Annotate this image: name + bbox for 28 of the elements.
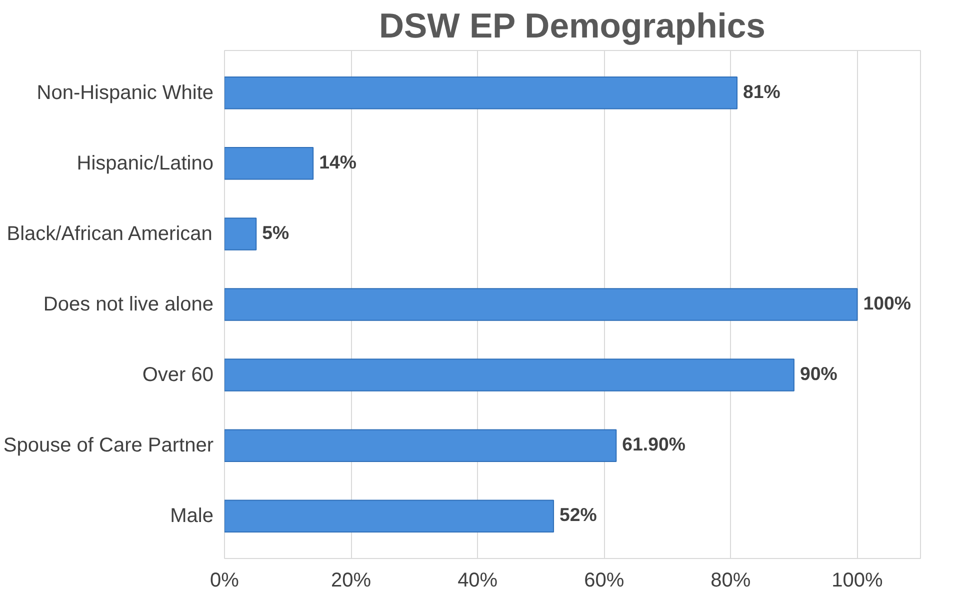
x-tick-label: 40% xyxy=(458,570,498,592)
x-tick-label: 0% xyxy=(210,570,240,592)
y-tick-label: Does not live alone xyxy=(43,294,214,316)
bar xyxy=(224,358,794,392)
y-tick-label: Male xyxy=(170,505,214,528)
y-tick-label: Non-Hispanic White xyxy=(36,82,214,104)
data-label: 52% xyxy=(560,504,598,526)
x-tick-label: 100% xyxy=(832,570,884,592)
bar xyxy=(224,218,257,250)
bar xyxy=(224,429,617,462)
chart-title: DSW EP Demographics xyxy=(378,8,766,46)
data-label: 81% xyxy=(743,80,781,102)
bar xyxy=(224,76,738,110)
y-tick-label: Over 60 xyxy=(142,364,214,386)
bar xyxy=(224,288,858,321)
data-label: 5% xyxy=(262,222,290,243)
x-tick-label: 20% xyxy=(331,570,372,592)
data-label: 100% xyxy=(863,292,912,314)
data-label: 14% xyxy=(319,151,357,172)
x-tick-label: 80% xyxy=(710,570,751,592)
bar xyxy=(224,147,314,180)
y-tick-label: Black/African American xyxy=(6,222,212,245)
bar xyxy=(224,500,554,533)
data-label: 61.90% xyxy=(622,434,686,455)
y-tick-label: Hispanic/Latino xyxy=(76,152,214,174)
data-label: 90% xyxy=(800,363,838,384)
y-tick-label: Spouse of Care Partner xyxy=(3,434,214,457)
x-tick-label: 60% xyxy=(584,570,624,592)
